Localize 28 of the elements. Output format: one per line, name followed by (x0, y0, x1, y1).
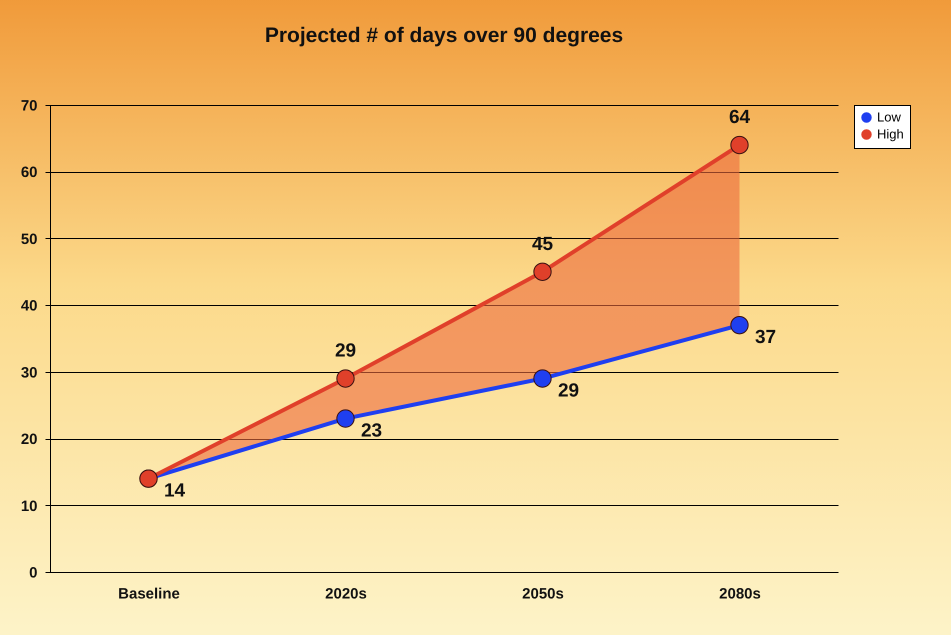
point (336, 409, 355, 428)
x-tick-label: 2080s (719, 586, 761, 602)
data-label: 29 (558, 380, 580, 402)
data-label: 14 (164, 480, 186, 502)
point (336, 369, 355, 388)
x-tick-label: 2050s (522, 586, 564, 602)
y-tick-label: 70 (20, 98, 38, 114)
data-label: 37 (754, 327, 776, 348)
y-tick-label: 20 (20, 431, 38, 448)
x-tick-label: Baseline (118, 586, 180, 602)
y-tick-label: 50 (20, 230, 38, 248)
point (533, 262, 552, 281)
point (730, 136, 749, 154)
data-label: 45 (532, 234, 554, 255)
y-tick-label: 10 (20, 498, 38, 515)
y-tick-label: 0 (29, 564, 38, 582)
y-tick-label: 30 (20, 364, 38, 382)
point (730, 316, 749, 334)
data-label: 64 (728, 107, 750, 128)
chart-title: Projected # of days over 90 degrees (264, 24, 624, 47)
x-tick-label: 2020s (325, 586, 367, 602)
data-label: 29 (334, 340, 356, 362)
y-tick-label: 60 (20, 164, 38, 182)
data-label: 23 (360, 420, 382, 442)
y-tick-label: 40 (20, 298, 38, 315)
point (533, 369, 552, 388)
legend-label: High (877, 126, 904, 142)
legend-label: Low (877, 110, 902, 124)
